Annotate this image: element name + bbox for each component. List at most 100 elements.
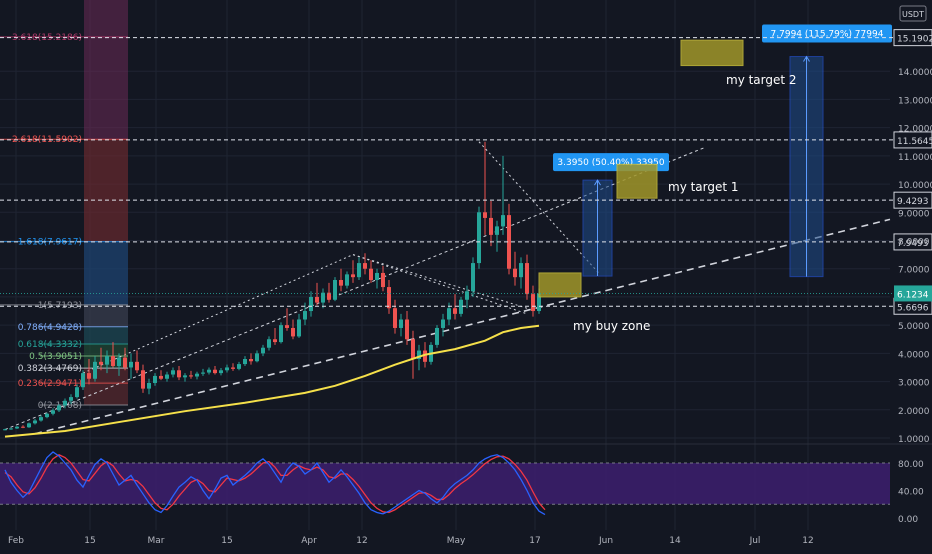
candle-body xyxy=(81,373,85,388)
candle-body xyxy=(273,339,277,343)
price-line-tag xyxy=(893,29,932,47)
candle-body xyxy=(531,294,535,312)
candle-body xyxy=(447,308,451,320)
price-range-measures[interactable]: 3.3950 (50.40%) 33950 7.7994 (115.79%) 77… xyxy=(553,24,892,278)
candle-body xyxy=(333,280,337,300)
currency-badge[interactable]: USDT xyxy=(899,5,927,22)
stoch-tick-label: 40.00 xyxy=(898,488,924,498)
candle-body xyxy=(201,372,205,374)
candle-body xyxy=(357,263,361,278)
candle-body xyxy=(111,356,115,367)
fib-level-label: 0.786(4.9428) xyxy=(18,323,82,333)
y-tick-label: 14.0000 xyxy=(898,68,932,78)
current-price-value: 6.1234 xyxy=(897,290,929,300)
candle-body xyxy=(525,263,529,295)
candle-body xyxy=(267,339,271,348)
candle-body xyxy=(87,373,91,379)
candle-body xyxy=(387,287,391,309)
candle-body xyxy=(495,226,499,235)
x-tick-label: Apr xyxy=(301,536,317,546)
price-axis[interactable]: 1.00002.00003.00004.00005.00006.00007.00… xyxy=(894,68,932,445)
y-tick-label: 10.0000 xyxy=(898,181,932,191)
candle-body xyxy=(513,268,517,278)
candle-body xyxy=(399,319,403,328)
candlestick-series xyxy=(3,141,541,431)
candle-body xyxy=(255,353,259,362)
wave-line-a xyxy=(82,254,528,374)
x-tick-label: May xyxy=(447,536,466,546)
candle-body xyxy=(177,370,181,378)
x-tick-label: 12 xyxy=(802,536,813,546)
stoch-tick-label: 0.00 xyxy=(898,515,918,525)
price-line-value: 9.4293 xyxy=(897,197,929,207)
candle-body xyxy=(213,369,217,374)
candle-body xyxy=(183,375,187,378)
annotation-target-2: my target 2 xyxy=(726,73,797,87)
candle-body xyxy=(195,373,199,377)
candle-body xyxy=(231,367,235,369)
time-axis[interactable]: Feb 15 Mar 15 Apr 12 May 17 Jun 14 Jul 12 xyxy=(8,536,814,546)
measure-arrowhead xyxy=(803,55,810,62)
candle-body xyxy=(45,413,49,418)
candle-body xyxy=(465,291,469,300)
candle-body xyxy=(327,292,331,300)
candle-body xyxy=(315,296,319,303)
x-tick-label: Feb xyxy=(8,536,24,546)
x-tick-label: Jul xyxy=(749,536,761,546)
stoch-d-line xyxy=(4,454,546,514)
price-line-value: 11.5645 xyxy=(897,137,932,147)
trend-lines[interactable] xyxy=(4,141,891,435)
candle-body xyxy=(153,375,157,383)
candle-body xyxy=(225,367,229,371)
x-tick-label: 17 xyxy=(529,536,540,546)
fib-level-label: 1.618(7.9617) xyxy=(18,238,82,248)
candle-body xyxy=(243,359,247,365)
currency-badge-label: USDT xyxy=(902,10,924,19)
horizontal-price-lines[interactable]: 15.1902 11.5645 9.4293 7.9493 5.6696 xyxy=(0,29,932,315)
y-tick-label: 13.0000 xyxy=(898,96,932,106)
fib-level-label: 3.618(15.2186) xyxy=(12,33,82,43)
x-tick-label: 15 xyxy=(84,536,95,546)
candle-body xyxy=(159,375,163,379)
annotation-target-1: my target 1 xyxy=(668,180,739,194)
measure-arrowhead xyxy=(594,179,601,186)
stoch-k-line xyxy=(4,451,546,516)
candle-body xyxy=(189,375,193,377)
fib-band-top xyxy=(84,0,128,140)
stoch-tick-label: 80.00 xyxy=(898,460,924,470)
candle-body xyxy=(69,397,73,401)
fib-band-red xyxy=(84,139,128,242)
target-1-box xyxy=(616,163,658,199)
y-tick-label: 1.0000 xyxy=(898,435,930,445)
target-boxes[interactable] xyxy=(538,39,744,298)
candle-body xyxy=(375,272,379,280)
candle-body xyxy=(63,400,67,406)
candle-body xyxy=(297,319,301,337)
candle-body xyxy=(471,263,475,292)
x-tick-label: 15 xyxy=(221,536,232,546)
candle-body xyxy=(393,308,397,328)
candle-body xyxy=(207,369,211,373)
candle-body xyxy=(453,308,457,314)
y-tick-label: 11.0000 xyxy=(898,153,932,163)
fib-band-bottom xyxy=(84,368,128,405)
candle-body xyxy=(477,212,481,264)
candle-body xyxy=(459,299,463,314)
candle-body xyxy=(537,293,541,312)
fib-level-label: 0.382(3.4769) xyxy=(18,364,82,374)
measure-label: 7.7994 (115.79%) 77994 xyxy=(771,30,884,40)
fib-level-label: 0.5(3.9051) xyxy=(29,352,82,362)
measure-label: 3.3950 (50.40%) 33950 xyxy=(557,158,664,168)
candle-body xyxy=(339,280,343,286)
candle-body xyxy=(345,274,349,286)
candle-body xyxy=(519,263,523,278)
chart-grid xyxy=(0,0,890,530)
fibonacci-extension[interactable]: 3.618(15.2186) 2.618(11.5902) 1.618(7.9617… xyxy=(0,0,128,411)
candle-body xyxy=(279,325,283,343)
candle-body xyxy=(501,215,505,227)
currency-badge-box xyxy=(899,5,927,22)
y-tick-label: 5.0000 xyxy=(898,322,930,332)
